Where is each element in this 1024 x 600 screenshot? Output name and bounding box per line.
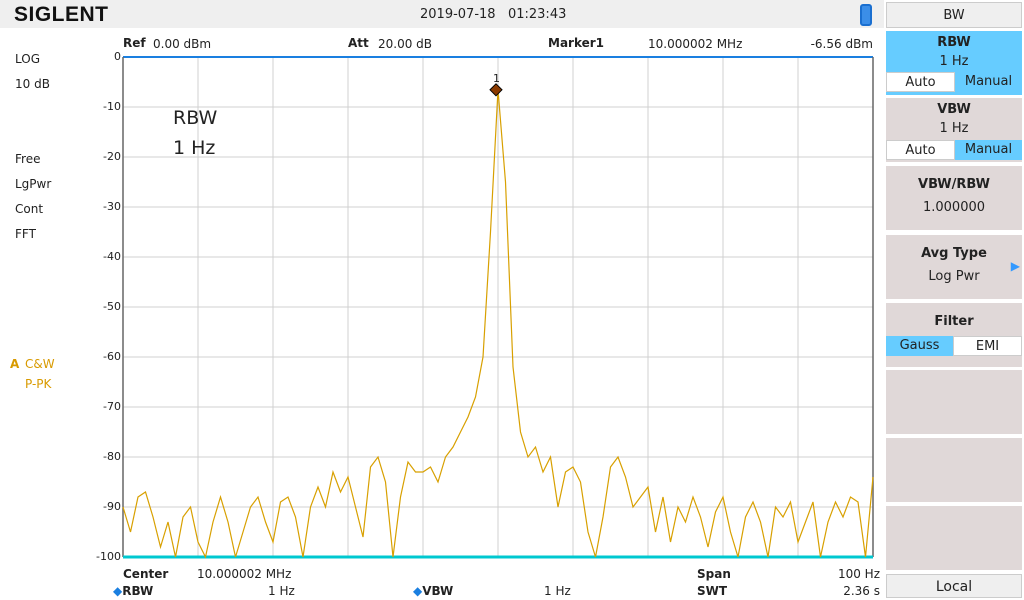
vbw-softkey-label: VBW	[937, 102, 971, 117]
vbw-label: VBW	[422, 584, 454, 598]
softkey-panel: BW RBW 1 Hz Auto Manual VBW 1 Hz Auto Manual…	[884, 0, 1024, 600]
span-value[interactable]: 100 Hz	[837, 567, 880, 581]
date: 2019-07-18	[420, 7, 496, 22]
vbw-auto[interactable]: Auto	[886, 140, 955, 160]
ratio-value: 1.000000	[922, 200, 986, 215]
marker-label: Marker1	[548, 36, 605, 50]
marker-level: -6.56 dBm	[810, 37, 873, 51]
center-label: Center	[123, 567, 169, 581]
empty-softkey-1	[886, 370, 1022, 434]
swt-label: SWT	[697, 584, 728, 598]
ratio-label: VBW/RBW	[918, 177, 990, 192]
y-tick-label: -20	[103, 150, 121, 163]
filter-emi[interactable]: EMI	[953, 336, 1022, 356]
time: 01:23:43	[507, 7, 567, 22]
marker-number: 1	[493, 72, 500, 85]
span-label: Span	[697, 567, 731, 581]
marker-freq: 10.000002 MHz	[648, 37, 743, 51]
sweep-mode: Cont	[15, 202, 44, 216]
avg-type-softkey[interactable]: Avg Type Log Pwr ▶	[886, 235, 1022, 299]
avg-type-label: Avg Type	[921, 246, 987, 261]
diamond-icon: ◆	[113, 584, 123, 598]
att-label: Att	[348, 36, 369, 50]
vbw-mode-toggle[interactable]: Auto Manual	[886, 140, 1022, 160]
swt-value: 2.36 s	[843, 584, 880, 598]
y-tick-label: -60	[103, 350, 121, 363]
rbw-manual[interactable]: Manual	[955, 72, 1022, 92]
y-tick-label: -50	[103, 300, 121, 313]
ref-value[interactable]: 0.00 dBm	[153, 37, 212, 51]
y-tick-label: -80	[103, 450, 121, 463]
avg-type: LgPwr	[15, 177, 52, 191]
trace-id: A	[10, 357, 20, 371]
brand-logo: SIGLENT	[14, 3, 109, 26]
status-bar	[0, 0, 884, 28]
arrow-right-icon: ▶	[1010, 259, 1020, 273]
empty-softkey-3	[886, 506, 1022, 570]
center-value[interactable]: 10.000002 MHz	[197, 567, 292, 581]
att-value[interactable]: 20.00 dB	[378, 37, 433, 51]
filter-toggle[interactable]: Gauss EMI	[886, 336, 1022, 356]
annotation-line1: RBW	[173, 107, 218, 129]
y-tick-label: -70	[103, 400, 121, 413]
datetime: 2019-07-18 01:23:43	[420, 7, 566, 22]
rbw-softkey-label: RBW	[937, 35, 971, 50]
y-tick-label: 0	[114, 50, 121, 63]
sweep-type: FFT	[15, 227, 36, 241]
y-tick-label: -10	[103, 100, 121, 113]
vbw-manual[interactable]: Manual	[955, 140, 1022, 160]
vbw-status: ◆VBW	[413, 584, 453, 598]
scale-div: 10 dB	[15, 77, 50, 91]
marker-diamond	[489, 83, 503, 97]
diamond-icon: ◆	[413, 584, 423, 598]
annotation-line2: 1 Hz	[173, 137, 216, 159]
filter-gauss[interactable]: Gauss	[886, 336, 953, 356]
vbw-value: 1 Hz	[544, 584, 571, 598]
local-button[interactable]: Local	[886, 574, 1022, 598]
avg-type-value: Log Pwr	[928, 269, 980, 284]
vbw-rbw-softkey[interactable]: VBW/RBW 1.000000	[886, 166, 1022, 230]
rbw-value: 1 Hz	[268, 584, 295, 598]
empty-softkey-2	[886, 438, 1022, 502]
ref-label: Ref	[123, 36, 146, 50]
rbw-auto[interactable]: Auto	[886, 72, 955, 92]
detector: P-PK	[25, 377, 52, 391]
y-tick-label: -90	[103, 500, 121, 513]
rbw-label: RBW	[122, 584, 154, 598]
usb-icon	[860, 4, 872, 26]
spectrum-plot[interactable]: 1	[122, 56, 874, 559]
trigger-mode: Free	[15, 152, 41, 166]
menu-title: BW	[886, 2, 1022, 28]
filter-softkey[interactable]: Filter	[886, 303, 1022, 367]
trace-mode: C&W	[25, 357, 55, 371]
filter-label: Filter	[934, 314, 974, 329]
y-tick-label: -30	[103, 200, 121, 213]
rbw-mode-toggle[interactable]: Auto Manual	[886, 72, 1022, 92]
vbw-softkey-value: 1 Hz	[939, 121, 969, 136]
y-tick-label: -40	[103, 250, 121, 263]
rbw-status: ◆RBW	[113, 584, 153, 598]
scale-type: LOG	[15, 52, 41, 66]
rbw-softkey-value: 1 Hz	[939, 54, 969, 69]
y-tick-label: -100	[96, 550, 121, 563]
